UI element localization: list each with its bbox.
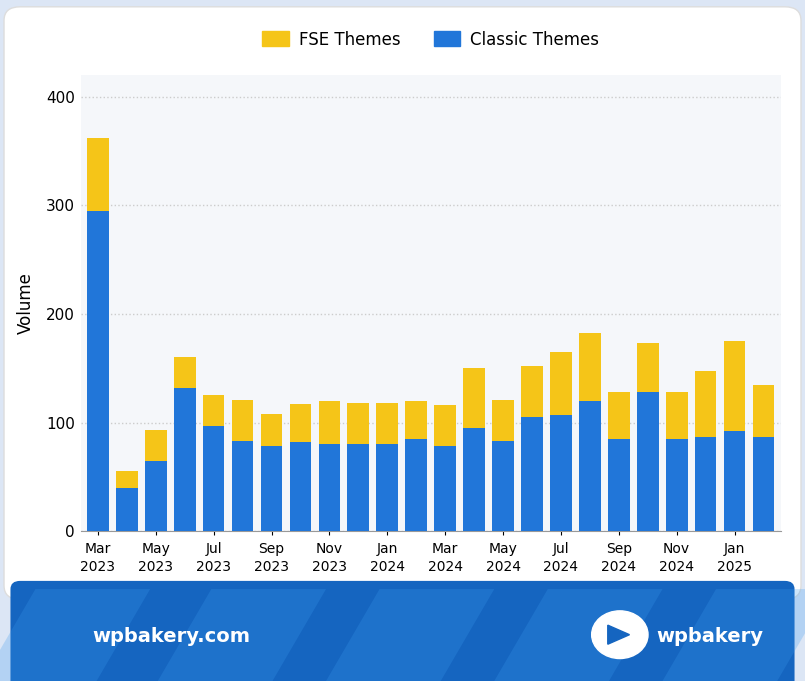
PathPatch shape (0, 589, 211, 681)
Bar (492, 400, 514, 441)
Bar (406, 439, 427, 531)
Bar (666, 392, 687, 439)
Bar (348, 444, 369, 531)
Bar (290, 404, 312, 442)
Bar (521, 366, 543, 417)
Bar (290, 442, 312, 531)
Polygon shape (597, 624, 625, 650)
Bar (116, 488, 138, 531)
Bar (406, 401, 427, 439)
Bar (174, 387, 196, 531)
Bar (145, 460, 167, 531)
Bar (261, 447, 283, 531)
Bar (348, 403, 369, 444)
Bar (521, 417, 543, 531)
Text: wpbakery: wpbakery (647, 630, 754, 649)
PathPatch shape (479, 589, 746, 681)
Bar (116, 471, 138, 488)
Circle shape (441, 617, 777, 657)
Bar (174, 358, 196, 387)
Bar (724, 341, 745, 431)
Bar (550, 415, 572, 531)
Bar (319, 444, 341, 531)
Bar (434, 447, 456, 531)
Bar (87, 210, 109, 531)
Bar (434, 405, 456, 447)
Bar (753, 385, 774, 437)
Text: wpbakery.com: wpbakery.com (93, 627, 250, 646)
Bar (666, 439, 687, 531)
Bar (87, 138, 109, 210)
Bar (492, 441, 514, 531)
Bar (637, 392, 658, 531)
Bar (724, 431, 745, 531)
Bar (695, 437, 716, 531)
Bar (377, 403, 398, 444)
PathPatch shape (647, 589, 805, 681)
Bar (377, 444, 398, 531)
Bar (261, 414, 283, 447)
Bar (203, 426, 225, 531)
Legend: FSE Themes, Classic Themes: FSE Themes, Classic Themes (255, 24, 606, 55)
Bar (319, 401, 341, 444)
Bar (232, 400, 254, 441)
PathPatch shape (135, 589, 402, 681)
Bar (463, 368, 485, 428)
Text: wpbakery.com: wpbakery.com (89, 630, 247, 649)
Bar (695, 372, 716, 437)
Bar (608, 439, 630, 531)
X-axis label: Months: Months (400, 590, 461, 608)
Bar (145, 430, 167, 460)
Bar (550, 352, 572, 415)
Bar (579, 401, 601, 531)
Bar (232, 441, 254, 531)
PathPatch shape (311, 589, 578, 681)
Bar (637, 343, 658, 392)
Bar (608, 392, 630, 439)
Bar (203, 396, 225, 426)
Text: wpbakery: wpbakery (656, 627, 763, 646)
Bar (753, 437, 774, 531)
Bar (579, 334, 601, 401)
Bar (463, 428, 485, 531)
Y-axis label: Volume: Volume (17, 272, 35, 334)
